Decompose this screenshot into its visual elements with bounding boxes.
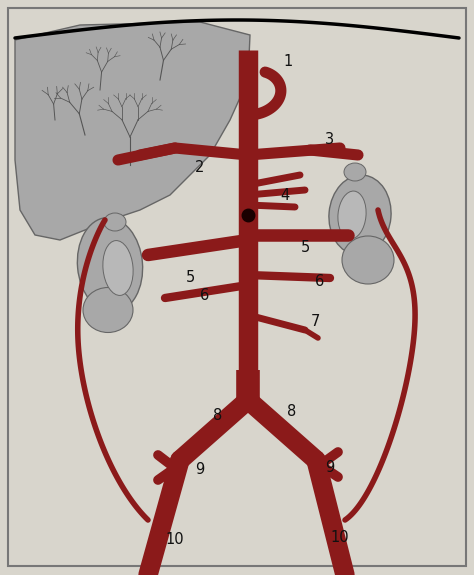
- Text: 7: 7: [310, 315, 319, 329]
- Polygon shape: [15, 22, 250, 240]
- Text: 1: 1: [283, 55, 292, 70]
- Text: 10: 10: [166, 532, 184, 547]
- Text: 3: 3: [326, 132, 335, 148]
- Ellipse shape: [344, 163, 366, 181]
- Text: 8: 8: [287, 404, 297, 420]
- Ellipse shape: [104, 213, 126, 231]
- Text: 9: 9: [195, 462, 205, 477]
- Text: 6: 6: [315, 274, 325, 289]
- Text: 4: 4: [281, 187, 290, 202]
- Ellipse shape: [329, 175, 391, 255]
- Text: 6: 6: [201, 288, 210, 302]
- Ellipse shape: [103, 240, 133, 296]
- Ellipse shape: [83, 288, 133, 332]
- Text: 5: 5: [185, 270, 195, 286]
- Ellipse shape: [77, 217, 143, 312]
- Text: 8: 8: [213, 408, 223, 423]
- Text: 9: 9: [325, 461, 335, 476]
- Text: 5: 5: [301, 240, 310, 255]
- Text: 10: 10: [331, 531, 349, 546]
- Ellipse shape: [342, 236, 394, 284]
- Text: 2: 2: [195, 159, 205, 174]
- Ellipse shape: [338, 191, 366, 239]
